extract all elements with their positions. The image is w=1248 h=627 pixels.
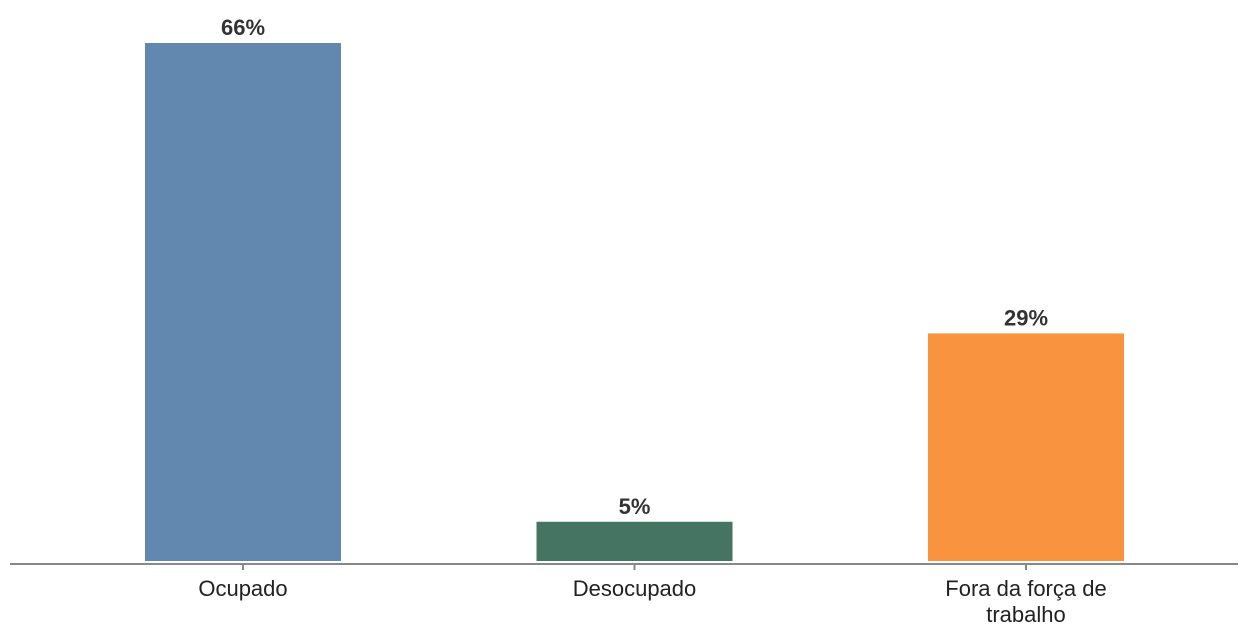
bar-0 (145, 43, 341, 561)
bar-2 (928, 333, 1124, 561)
bar-1 (536, 521, 733, 561)
x-tick-label-1: Desocupado (573, 576, 697, 601)
x-tick-labels-group: Ocupado Desocupado Fora da força detrabalh… (198, 576, 1106, 627)
value-label-2: 29% (1004, 305, 1048, 330)
value-label-1: 5% (619, 494, 651, 519)
x-tick-label-0: Ocupado (198, 576, 287, 601)
value-labels-group: 66% 5% 29% (221, 15, 1048, 519)
x-tick-label-2-line-1: trabalho (986, 602, 1066, 627)
bars-group (145, 43, 1124, 561)
x-ticks-group (242, 564, 1027, 570)
value-label-0: 66% (221, 15, 265, 40)
x-tick-label-2-line-0: Fora da força de (945, 576, 1106, 601)
